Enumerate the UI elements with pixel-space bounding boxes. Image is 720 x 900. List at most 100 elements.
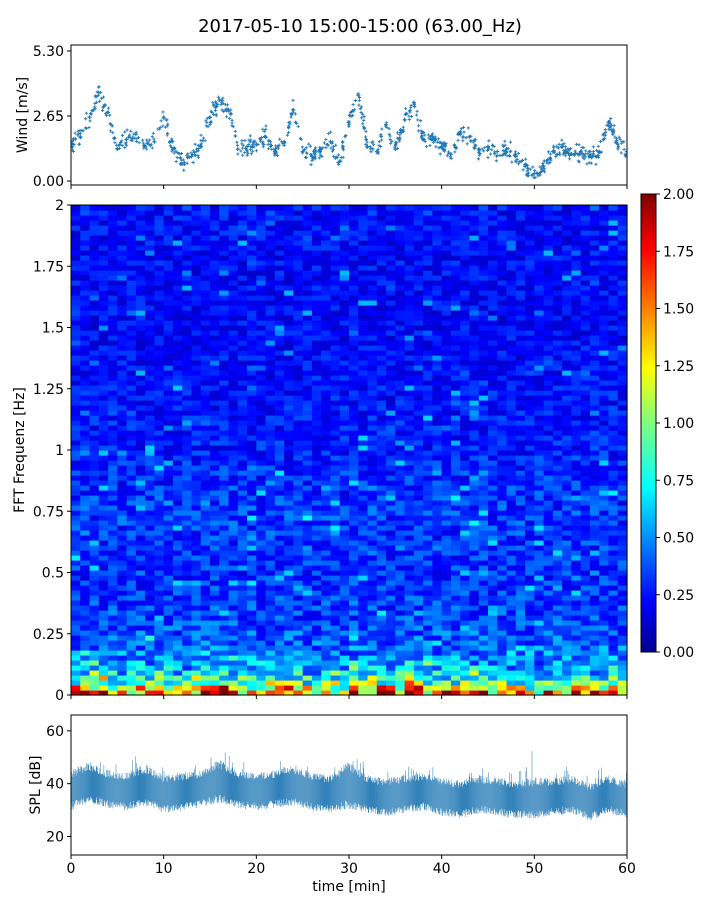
wind-point: [123, 145, 127, 150]
spectrogram-cell: [163, 600, 174, 606]
wind-point: [110, 124, 115, 128]
spectrogram-cell: [395, 690, 406, 696]
spectrogram-cell: [80, 245, 91, 251]
spectrogram-cell: [395, 495, 406, 501]
spectrogram-cell: [274, 615, 285, 621]
spectrogram-cell: [339, 560, 350, 566]
spectrogram-cell: [367, 530, 378, 536]
spectrogram-cell: [210, 400, 220, 406]
spectrogram-cell: [89, 535, 100, 541]
spectrogram-cell: [191, 215, 202, 221]
spectrogram-cell: [423, 690, 433, 696]
wind-point: [141, 141, 145, 145]
wind-point: [501, 148, 505, 153]
spectrogram-cell: [191, 400, 202, 406]
spectrogram-cell: [423, 250, 433, 256]
spectrogram-cell: [237, 490, 248, 496]
spectrogram-cell: [376, 260, 387, 266]
spectrogram-cell: [367, 395, 378, 401]
spectrogram-cell: [265, 570, 276, 576]
spectrogram-cell: [163, 690, 174, 696]
spectrogram-cell: [293, 520, 304, 526]
spectrogram-cell: [200, 665, 211, 671]
spectrogram-cell: [182, 440, 193, 446]
spectrogram-cell: [367, 625, 378, 631]
spectrogram-cell: [145, 625, 155, 631]
spectrogram-cell: [80, 515, 91, 521]
spectrogram-cell: [441, 290, 452, 296]
spectrogram-cell: [126, 660, 137, 666]
spectrogram-cell: [432, 600, 443, 606]
wind-point: [477, 150, 481, 155]
spectrogram-cell: [191, 225, 202, 231]
spectrogram-cell: [284, 475, 294, 481]
spectrogram-cell: [163, 495, 174, 501]
spectrogram-cell: [265, 460, 276, 466]
spectrogram-cell: [191, 550, 202, 556]
spectrogram-cell: [98, 560, 109, 566]
spectrogram-cell: [80, 250, 91, 256]
spectrogram-cell: [237, 370, 248, 376]
spectrogram-cell: [191, 415, 202, 421]
spectrogram-cell: [191, 580, 202, 586]
spectrogram-cell: [182, 620, 193, 626]
spectrogram-cell: [237, 430, 248, 436]
spectrogram-cell: [376, 500, 387, 506]
spectrogram-cell: [256, 345, 267, 351]
spectrogram-cell: [126, 325, 137, 331]
spectrogram-cell: [256, 210, 267, 216]
spectrogram-cell: [423, 365, 433, 371]
spectrogram-cell: [154, 420, 165, 426]
spectrogram-cell: [302, 500, 313, 506]
spectrogram-cell: [191, 280, 202, 286]
spectrogram-cell: [108, 490, 118, 496]
spectrogram-cell: [441, 440, 452, 446]
spectrogram-cell: [284, 375, 294, 381]
spectrogram-cell: [432, 360, 443, 366]
wind-point: [247, 142, 251, 147]
spectrogram-cell: [311, 275, 322, 281]
spectrogram-cell: [302, 385, 313, 391]
spectrogram-cell: [376, 460, 387, 466]
spectrogram-cell: [191, 545, 202, 551]
spectrogram-cell: [154, 495, 165, 501]
spectrogram-cell: [274, 215, 285, 221]
spectrogram-cell: [284, 635, 294, 641]
spectrogram-cell: [274, 605, 285, 611]
spectrogram-cell: [395, 545, 406, 551]
spectrogram-cell: [71, 355, 81, 361]
spectrogram-cell: [126, 605, 137, 611]
spectrogram-cell: [404, 645, 415, 651]
wind-point: [347, 114, 351, 118]
spectrogram-cell: [80, 470, 91, 476]
wind-point: [556, 146, 560, 150]
spectrogram-cell: [404, 635, 415, 641]
spectrogram-cell: [89, 305, 100, 311]
spectrogram-cell: [154, 655, 165, 661]
spectrogram-cell: [108, 300, 118, 306]
spectrogram-cell: [386, 290, 396, 296]
spectrogram-cell: [386, 685, 396, 691]
spectrogram-cell: [432, 475, 443, 481]
wind-point: [364, 137, 368, 142]
spectrogram-cell: [117, 230, 128, 236]
spectrogram-cell: [265, 250, 276, 256]
spectrogram-cell: [367, 575, 378, 581]
spectrogram-cell: [395, 360, 406, 366]
spectrogram-cell: [145, 425, 155, 431]
spectrogram-cell: [117, 570, 128, 576]
spectrogram-cell: [145, 435, 155, 441]
spectrogram-cell: [256, 335, 267, 341]
spectrogram-cell: [108, 305, 118, 311]
spectrogram-cell: [441, 515, 452, 521]
spectrogram-cell: [311, 330, 322, 336]
spectrogram-cell: [321, 610, 332, 616]
spectrogram-cell: [265, 500, 276, 506]
wind-point: [96, 94, 100, 98]
spectrogram-cell: [432, 435, 443, 441]
spectrogram-cell: [247, 425, 257, 431]
spectrogram-cell: [321, 570, 332, 576]
spectrogram-cells: [71, 205, 628, 696]
spectrogram-cell: [191, 650, 202, 656]
spectrogram-cell: [339, 655, 350, 661]
